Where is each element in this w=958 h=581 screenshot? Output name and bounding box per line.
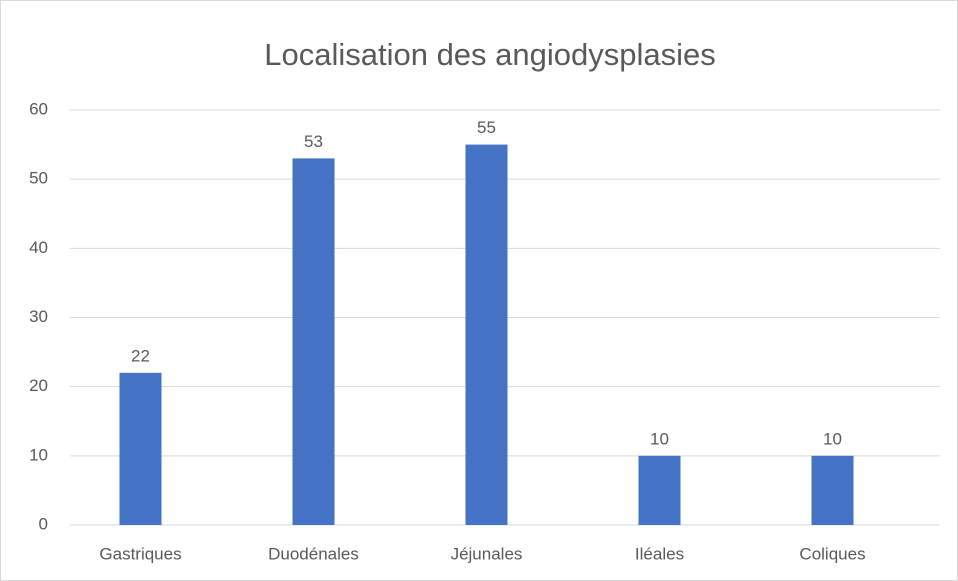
data-label: 10 xyxy=(650,429,669,448)
x-tick-label: Jéjunales xyxy=(451,544,523,563)
bar xyxy=(292,158,335,525)
bar xyxy=(465,144,508,526)
data-label: 55 xyxy=(477,118,496,137)
y-tick-label: 10 xyxy=(29,445,48,464)
bar xyxy=(119,372,162,525)
y-tick-label: 30 xyxy=(29,307,48,326)
y-tick-label: 0 xyxy=(39,514,48,533)
y-tick-label: 20 xyxy=(29,376,48,395)
bar xyxy=(638,455,681,525)
y-tick-label: 60 xyxy=(29,99,48,118)
data-label: 10 xyxy=(823,429,842,448)
y-tick-label: 50 xyxy=(29,169,48,188)
bar xyxy=(811,455,854,525)
data-label: 53 xyxy=(304,132,323,151)
data-label: 22 xyxy=(131,346,150,365)
x-tick-label: Coliques xyxy=(799,544,865,563)
x-tick-label: Duodénales xyxy=(268,544,359,563)
x-tick-label: Iléales xyxy=(635,544,684,563)
x-tick-label: Gastriques xyxy=(99,544,181,563)
chart-title: Localisation des angiodysplasies xyxy=(264,37,716,72)
y-tick-label: 40 xyxy=(29,238,48,257)
